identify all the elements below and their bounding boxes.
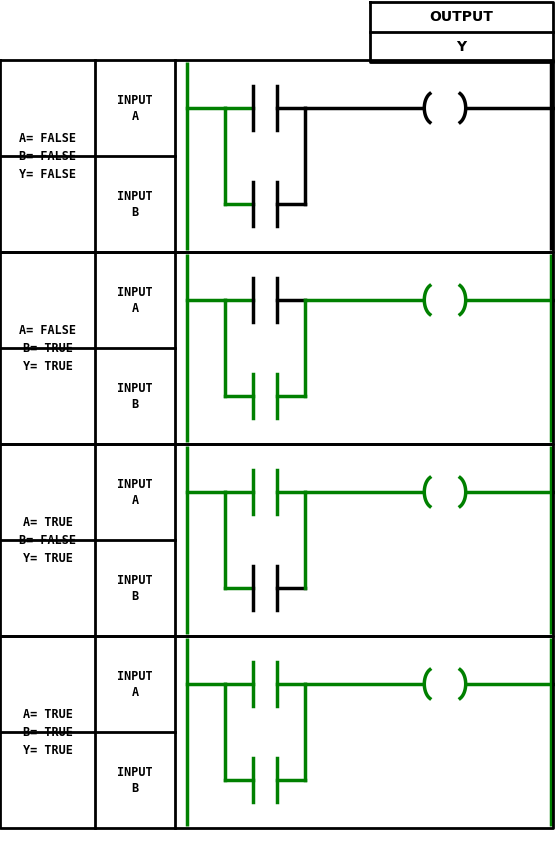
Text: A= TRUE
B= FALSE
Y= TRUE: A= TRUE B= FALSE Y= TRUE <box>19 516 76 564</box>
Text: INPUT
B: INPUT B <box>117 382 153 410</box>
Text: INPUT
A: INPUT A <box>117 669 153 699</box>
Text: INPUT
A: INPUT A <box>117 93 153 123</box>
Text: INPUT
B: INPUT B <box>117 189 153 219</box>
Text: A= TRUE
B= TRUE
Y= TRUE: A= TRUE B= TRUE Y= TRUE <box>23 707 73 757</box>
Text: INPUT
A: INPUT A <box>117 478 153 506</box>
Text: Y: Y <box>456 40 467 54</box>
Text: INPUT
B: INPUT B <box>117 574 153 602</box>
Text: A= FALSE
B= TRUE
Y= TRUE: A= FALSE B= TRUE Y= TRUE <box>19 324 76 373</box>
Text: OUTPUT: OUTPUT <box>430 10 493 24</box>
Text: A= FALSE
B= FALSE
Y= FALSE: A= FALSE B= FALSE Y= FALSE <box>19 131 76 181</box>
Text: INPUT
B: INPUT B <box>117 765 153 795</box>
Text: INPUT
A: INPUT A <box>117 285 153 315</box>
